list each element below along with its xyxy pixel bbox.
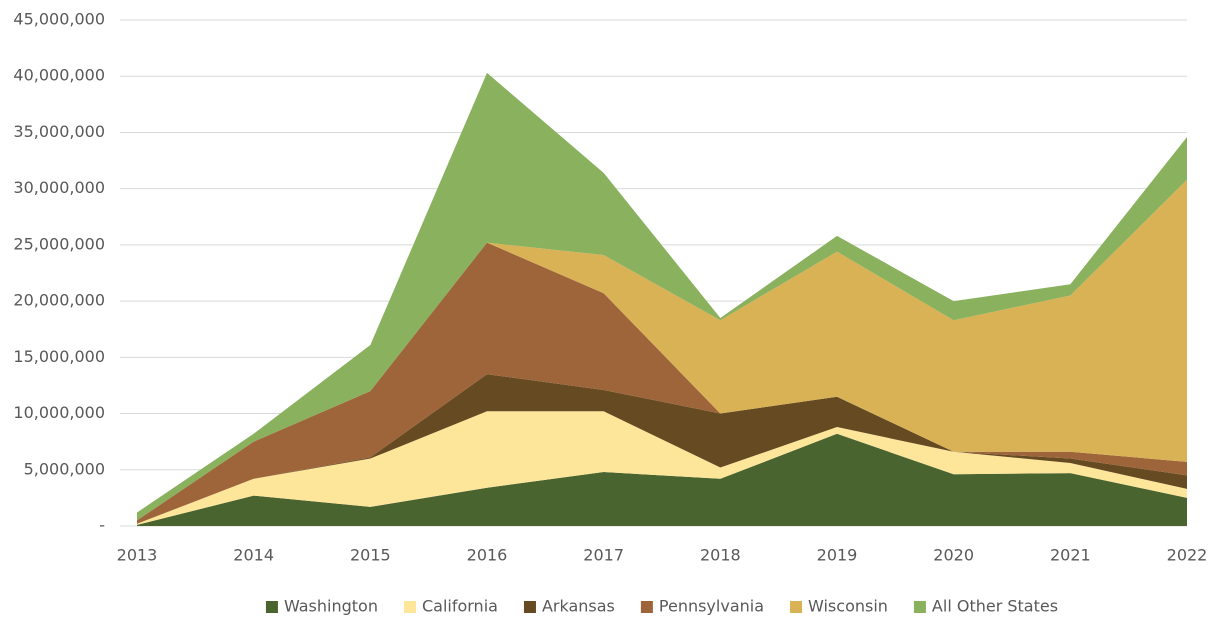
legend: Washington California Arkansas Pennsylvania… — [265, 597, 1058, 616]
legend-swatch — [265, 601, 278, 613]
legend-swatch — [790, 601, 803, 613]
x-tick-label: 2017 — [583, 546, 624, 565]
y-tick-label: 5,000,000 — [24, 459, 105, 478]
x-tick-label: 2021 — [1050, 546, 1091, 565]
y-tick-label: 35,000,000 — [13, 122, 105, 141]
area — [137, 374, 1187, 524]
y-tick-label: 15,000,000 — [13, 347, 105, 366]
x-tick-label: 2020 — [933, 546, 974, 565]
x-tick-label: 2018 — [700, 546, 741, 565]
area — [137, 242, 1187, 524]
legend-label: California — [422, 597, 498, 616]
x-tick-label: 2022 — [1167, 546, 1208, 565]
y-tick-label: 45,000,000 — [13, 10, 105, 29]
y-tick-label: 10,000,000 — [13, 403, 105, 422]
y-tick-label: 40,000,000 — [13, 66, 105, 85]
area — [137, 433, 1187, 526]
y-tick-label: 20,000,000 — [13, 291, 105, 310]
area — [137, 179, 1187, 521]
x-tick-label: 2016 — [467, 546, 508, 565]
x-tick-label: 2014 — [233, 546, 274, 565]
legend-swatch — [523, 601, 536, 613]
x-tick-label: 2013 — [117, 546, 158, 565]
legend-swatch — [403, 601, 416, 613]
y-tick-label: 25,000,000 — [13, 234, 105, 253]
legend-label: Wisconsin — [808, 597, 888, 616]
x-tick-label: 2019 — [817, 546, 858, 565]
area — [137, 411, 1187, 525]
legend-swatch — [913, 601, 926, 613]
x-tick-label: 2015 — [350, 546, 391, 565]
legend-label: Washington — [284, 597, 378, 616]
legend-label: All Other States — [932, 597, 1058, 616]
y-tick-label: - — [99, 516, 105, 535]
y-tick-label: 30,000,000 — [13, 178, 105, 197]
legend-swatch — [640, 601, 653, 613]
legend-label: Pennsylvania — [659, 597, 764, 616]
legend-label: Arkansas — [542, 597, 615, 616]
